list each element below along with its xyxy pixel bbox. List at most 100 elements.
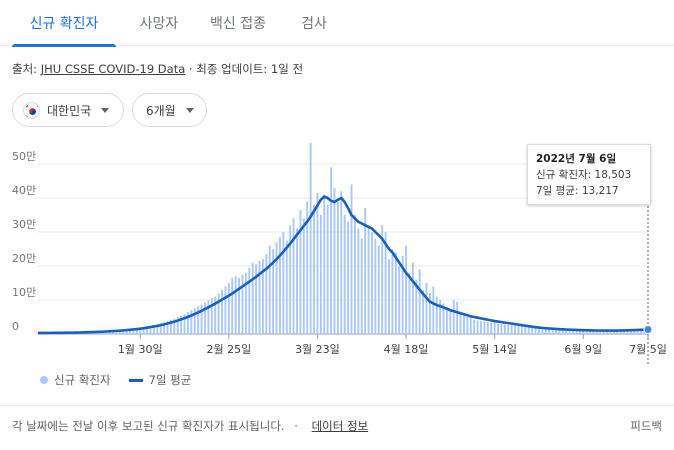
tooltip-cases: 신규 확진자: 18,503: [536, 169, 632, 181]
line-legend-swatch: [128, 378, 143, 382]
y-tick-label: 20만: [12, 252, 36, 265]
daily-case-bar: [326, 204, 329, 334]
daily-case-bar: [538, 327, 540, 334]
daily-case-bar: [350, 184, 353, 334]
daily-case-bar: [200, 304, 203, 334]
daily-case-bar: [459, 313, 462, 334]
y-tick-label: 40만: [12, 184, 36, 197]
daily-case-bar: [323, 194, 326, 334]
daily-case-bar: [261, 259, 264, 334]
daily-case-bar: [289, 225, 292, 334]
daily-case-bar: [244, 272, 247, 334]
daily-case-bar: [176, 317, 179, 334]
range-dropdown[interactable]: 6개월: [132, 93, 207, 127]
daily-case-bar: [238, 277, 240, 334]
daily-case-bar: [360, 238, 363, 334]
daily-case-bar: [306, 201, 309, 334]
data-info-link[interactable]: 데이터 정보: [311, 419, 369, 433]
daily-case-bar: [302, 218, 305, 334]
daily-case-bar: [446, 306, 448, 334]
daily-case-bar: [486, 322, 489, 334]
daily-case-bar: [565, 329, 568, 334]
daily-case-bar: [514, 325, 517, 334]
tab-deaths[interactable]: 사망자: [127, 0, 191, 46]
x-tick-label: 5월 14일: [472, 342, 517, 356]
hover-point-marker: [643, 325, 653, 335]
daily-case-bar: [214, 296, 217, 334]
daily-case-bar: [493, 321, 496, 334]
x-tick-label: 7월 5일: [629, 342, 667, 356]
daily-case-bar: [442, 303, 445, 334]
daily-case-bar: [534, 327, 537, 334]
daily-case-bar: [330, 167, 333, 334]
tab-bar: 신규 확진자 사망자 백신 접종 검사: [0, 0, 674, 47]
source-line: 출처: JHU CSSE COVID-19 Data · 최종 업데이트: 1일…: [12, 61, 303, 77]
daily-case-bar: [452, 300, 455, 334]
daily-case-bar: [432, 286, 435, 334]
daily-case-bar: [466, 317, 469, 334]
daily-case-bar: [640, 328, 643, 334]
daily-case-bar: [234, 276, 237, 334]
daily-case-bar: [408, 272, 411, 334]
daily-case-bar: [309, 142, 312, 334]
daily-case-bar: [183, 313, 186, 334]
tab-testing[interactable]: 검사: [290, 0, 338, 46]
daily-case-bar: [251, 262, 254, 334]
footer-text: 각 날짜에는 전날 이후 보고된 신규 확진자가 표시됩니다.: [12, 419, 285, 433]
daily-case-bar: [425, 283, 428, 334]
daily-case-bar: [411, 262, 414, 334]
daily-case-bar: [221, 289, 223, 334]
daily-case-bar: [374, 238, 377, 334]
daily-case-bar: [129, 329, 131, 334]
daily-case-bar: [377, 245, 380, 334]
daily-case-bar: [500, 324, 503, 334]
daily-case-bar: [394, 252, 397, 334]
daily-case-bar: [602, 330, 605, 334]
daily-case-bar: [616, 330, 619, 334]
footer-separator: ·: [294, 419, 298, 433]
tab-new-cases[interactable]: 신규 확진자: [12, 0, 116, 47]
daily-case-bar: [503, 324, 506, 334]
cases-chart[interactable]: 0 10만 20만 30만 40만 50만 1월 30일 2월 25일 3월 23일 4월 18…: [0, 130, 674, 370]
daily-case-bar: [224, 286, 227, 334]
daily-case-bar: [551, 328, 554, 334]
y-tick-label: 0: [12, 320, 19, 333]
country-value: 대한민국: [47, 103, 92, 118]
daily-case-bar: [231, 277, 234, 334]
daily-case-bar: [483, 321, 486, 334]
chart-legend: 신규 확진자 7일 평균: [40, 372, 191, 388]
source-link[interactable]: JHU CSSE COVID-19 Data: [40, 62, 186, 76]
tab-vaccinations[interactable]: 백신 접종: [198, 0, 278, 46]
daily-case-bar: [227, 283, 230, 334]
daily-case-bar: [132, 328, 135, 334]
daily-case-bar: [476, 320, 479, 334]
daily-case-bar: [497, 323, 499, 334]
daily-case-bar: [142, 327, 145, 334]
daily-case-bar: [255, 264, 258, 334]
daily-case-bar: [592, 330, 595, 334]
feedback-link[interactable]: 피드백: [630, 419, 662, 433]
daily-case-bar: [619, 330, 622, 334]
daily-case-bar: [347, 221, 350, 334]
country-dropdown[interactable]: 대한민국: [12, 93, 124, 127]
daily-case-bar: [599, 330, 602, 334]
daily-case-bar: [612, 330, 615, 334]
y-tick-label: 10만: [12, 286, 36, 299]
chevron-down-icon: [185, 107, 194, 113]
daily-case-bar: [364, 208, 367, 334]
daily-case-bar: [275, 242, 278, 334]
source-prefix: 출처:: [12, 62, 38, 76]
daily-case-bar: [527, 326, 530, 334]
daily-case-bar: [159, 323, 162, 334]
daily-case-bar: [169, 319, 172, 334]
daily-case-bar: [139, 327, 142, 334]
daily-case-bar: [606, 330, 609, 334]
y-tick-label: 30만: [12, 218, 36, 231]
daily-case-bar: [241, 274, 244, 334]
seven-day-average-line: [37, 195, 649, 335]
daily-case-bar: [135, 328, 138, 334]
daily-case-bar: [180, 315, 183, 334]
daily-case-bar: [510, 325, 513, 334]
daily-case-bar: [265, 254, 268, 334]
daily-case-bar: [313, 204, 315, 334]
